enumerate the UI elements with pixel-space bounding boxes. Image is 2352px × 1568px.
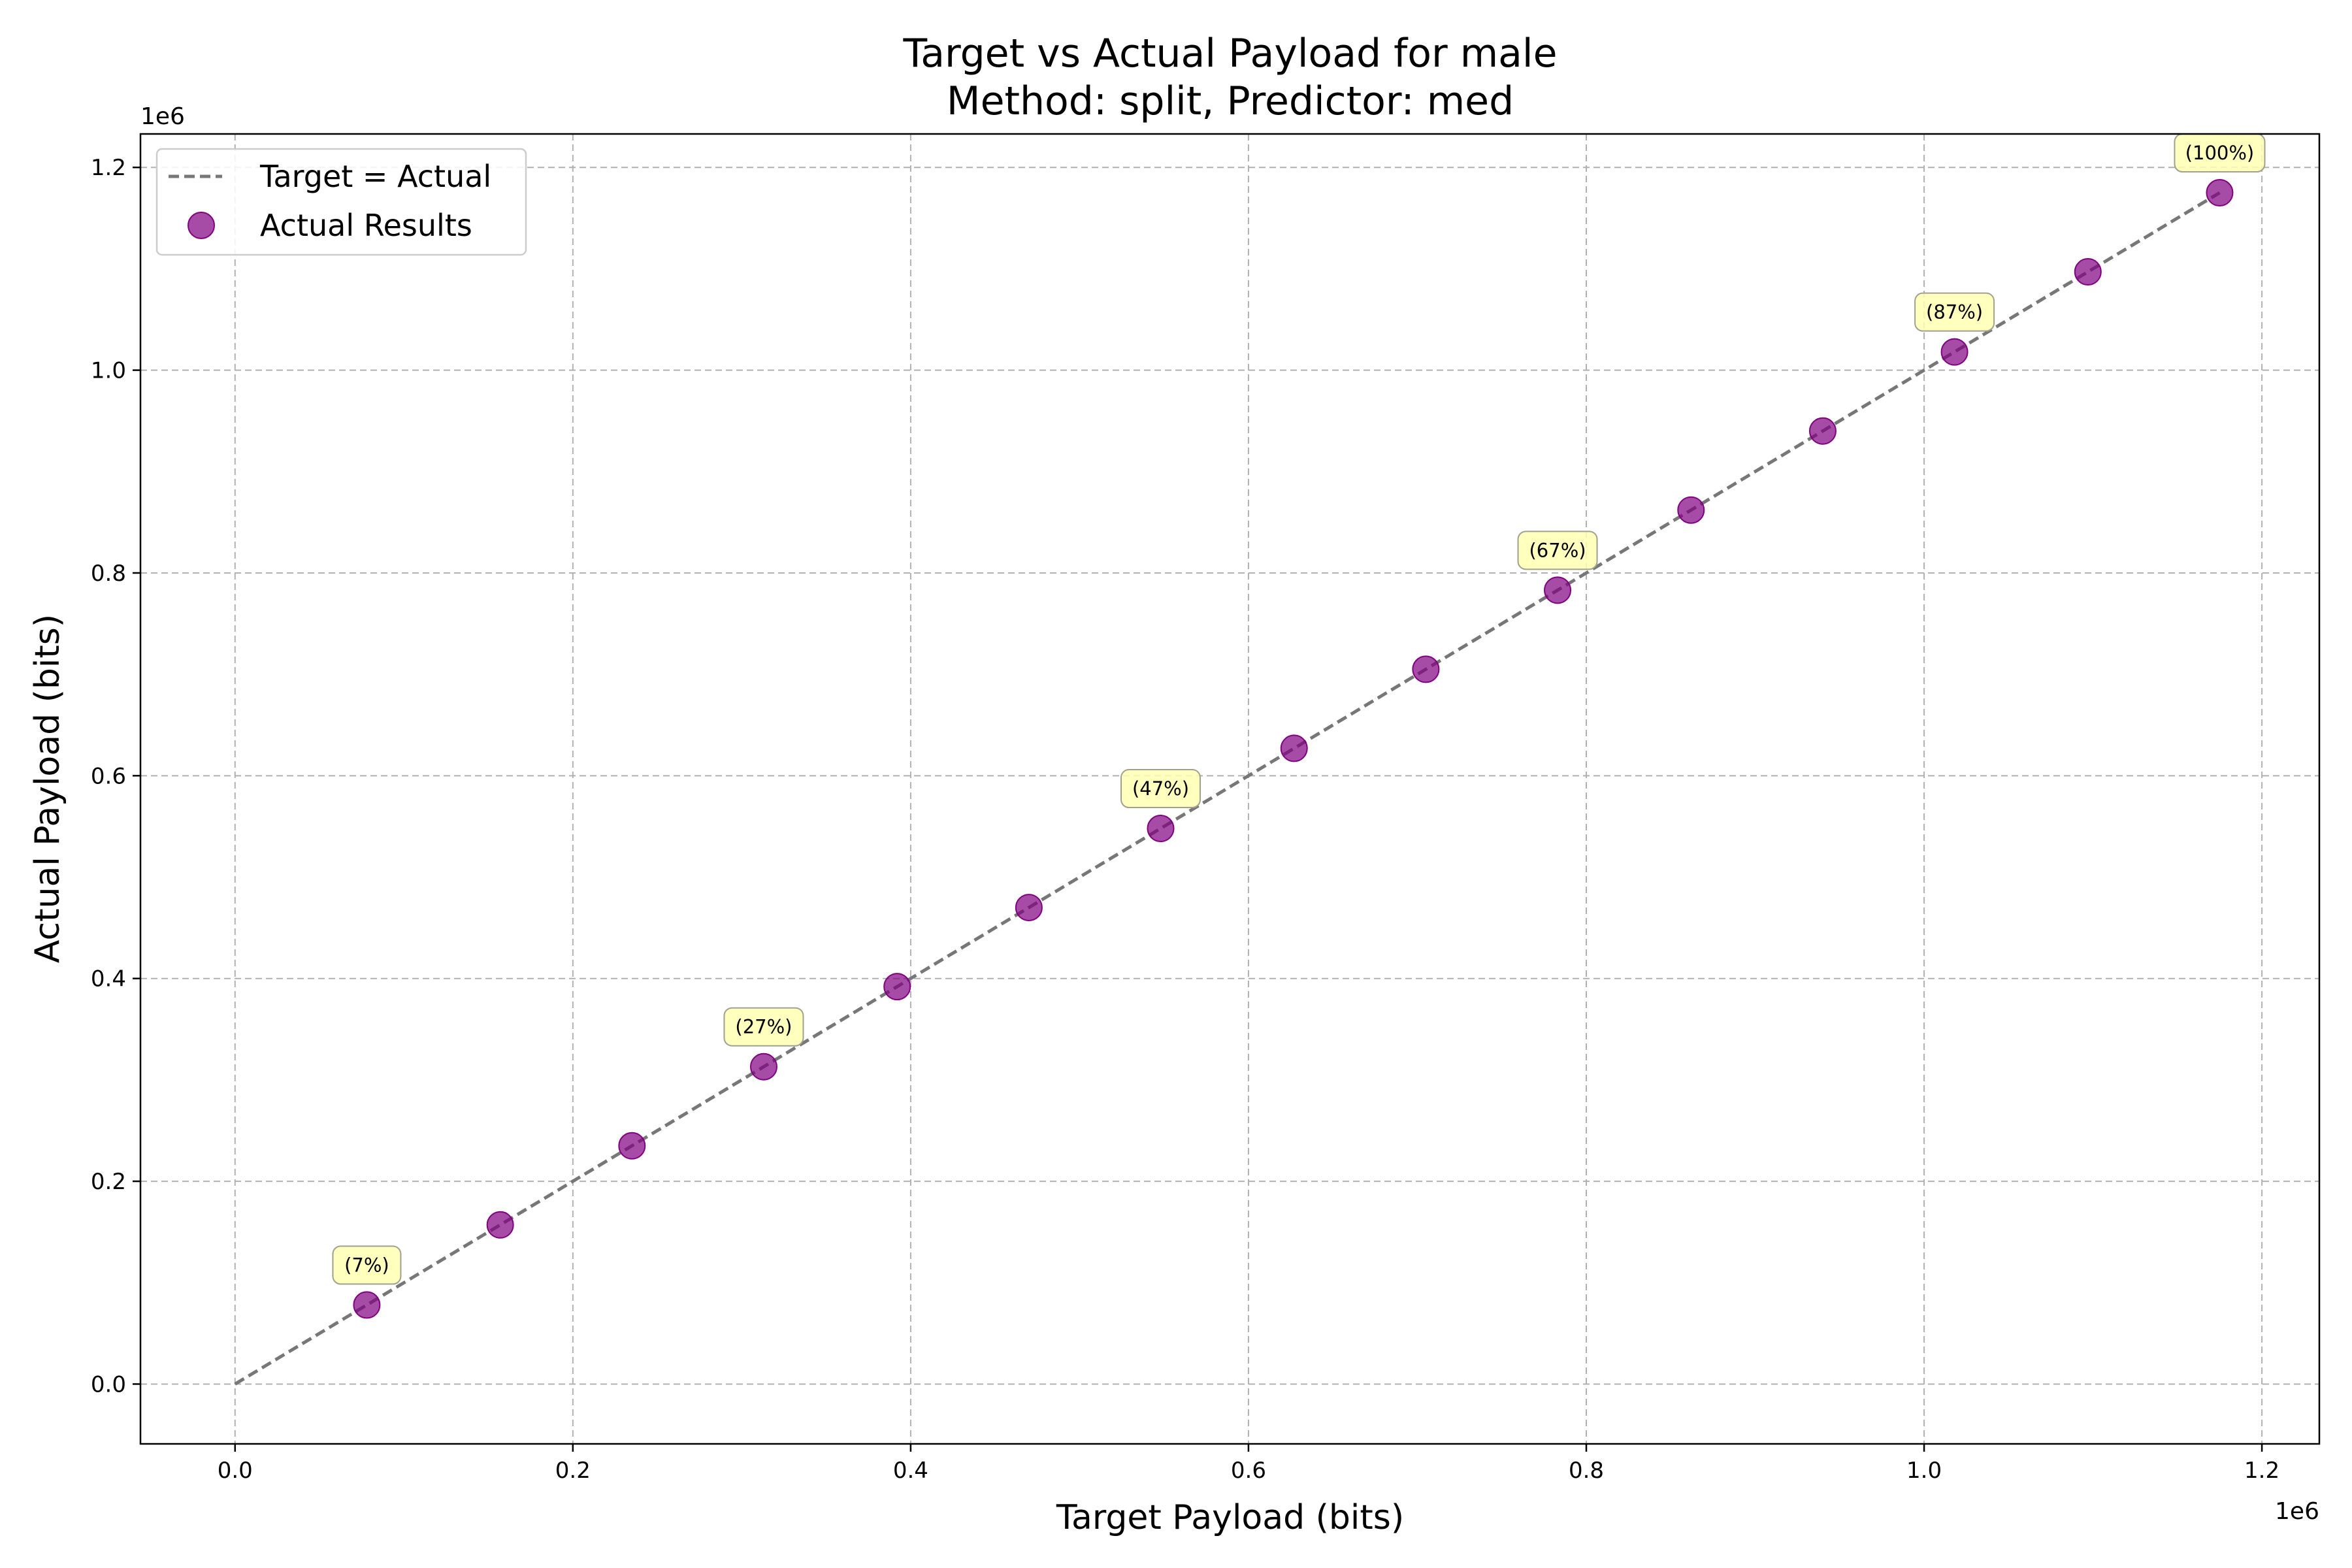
data-point — [749, 1053, 777, 1081]
data-point — [2206, 179, 2234, 207]
ticks: 0.0 0.2 0.4 0.6 0.8 1.0 1.2 0.0 0.2 0.4 0.6 0.8 1.0 1… — [91, 155, 2279, 1484]
y-tick-label: 0.8 — [91, 561, 126, 587]
x-tick-label: 1.2 — [2244, 1458, 2279, 1484]
data-point — [1544, 576, 1572, 604]
y-tick-label: 0.2 — [91, 1169, 126, 1195]
target-equals-actual-line — [234, 191, 2221, 1386]
reference-line-layer — [234, 191, 2221, 1386]
data-point — [1677, 496, 1705, 524]
chart-title: Target vs Actual Payload for male — [902, 31, 1557, 76]
y-tick-label: 1.0 — [91, 358, 126, 384]
data-point — [883, 973, 911, 1001]
y-tick-label: 1.2 — [91, 155, 126, 181]
data-point — [618, 1132, 646, 1160]
x-axis-label: Target Payload (bits) — [1056, 1498, 1404, 1537]
data-point — [2074, 258, 2102, 286]
annotation-label: (100%) — [2185, 142, 2255, 164]
chart-subtitle: Method: split, Predictor: med — [947, 78, 1514, 124]
data-point — [1940, 338, 1968, 366]
x-offset-label: 1e6 — [2275, 1498, 2319, 1525]
y-tick-label: 0.0 — [91, 1371, 126, 1397]
x-tick-label: 0.4 — [893, 1458, 928, 1484]
y-tick-label: 0.4 — [91, 966, 126, 992]
legend-marker-swatch — [188, 212, 215, 239]
data-point — [486, 1211, 514, 1239]
annotation-label: (7%) — [344, 1254, 389, 1276]
annotation-label: (67%) — [1529, 539, 1586, 561]
annotation-label: (87%) — [1926, 301, 1983, 323]
data-points-layer — [353, 179, 2234, 1319]
data-point — [1280, 734, 1308, 762]
x-tick-label: 1.0 — [1906, 1458, 1942, 1484]
annotation-box — [1914, 292, 1995, 332]
annotation-box — [1517, 531, 1598, 570]
x-tick-label: 0.8 — [1569, 1458, 1604, 1484]
annotation-label: (27%) — [735, 1016, 792, 1038]
annotation-box — [1120, 769, 1201, 809]
grid — [140, 134, 2319, 1444]
data-point — [1808, 417, 1837, 445]
y-offset-label: 1e6 — [140, 103, 185, 130]
y-axis-label: Actual Payload (bits) — [28, 614, 67, 963]
x-tick-label: 0.0 — [218, 1458, 253, 1484]
annotation-box — [332, 1245, 402, 1285]
annotation-label: (47%) — [1132, 777, 1189, 800]
plot-frame — [139, 133, 2321, 1445]
annotation-layer: (7%) (27%) (47%) (67%) (87%) (100%) — [332, 133, 2266, 1285]
data-point — [1015, 894, 1043, 922]
data-point — [353, 1291, 381, 1319]
legend-label-target-actual: Target = Actual — [259, 159, 491, 194]
data-point — [1147, 815, 1175, 843]
x-tick-label: 0.6 — [1231, 1458, 1266, 1484]
legend: Target = Actual Actual Results — [155, 148, 527, 256]
legend-label-actual-results: Actual Results — [260, 208, 472, 243]
legend-box — [155, 148, 527, 256]
x-tick-label: 0.2 — [555, 1458, 591, 1484]
data-point — [1412, 655, 1440, 683]
y-tick-label: 0.6 — [91, 763, 126, 789]
plot-area — [140, 134, 2319, 1444]
annotation-box — [723, 1007, 804, 1047]
